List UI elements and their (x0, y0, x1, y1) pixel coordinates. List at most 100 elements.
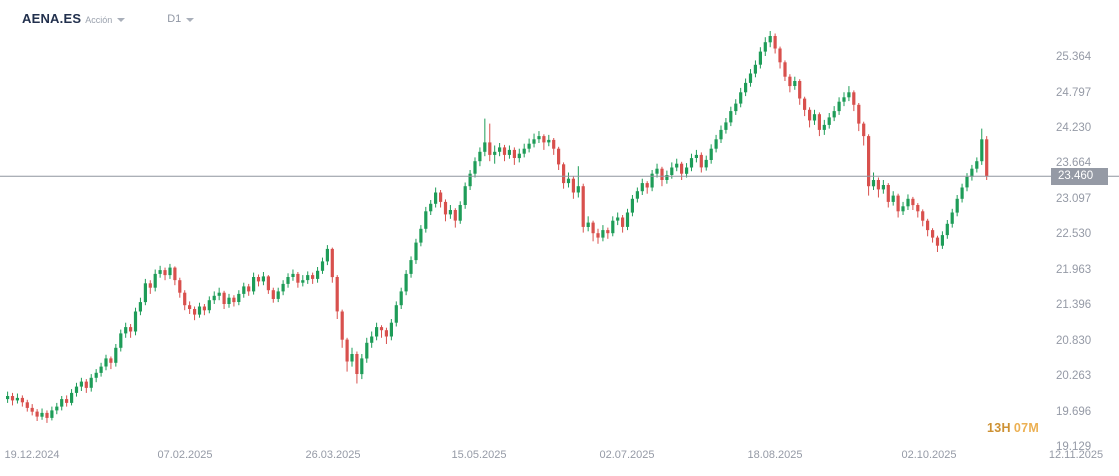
price-tick-label: 20.263 (1056, 370, 1092, 383)
candle (335, 275, 339, 319)
candle (389, 319, 393, 341)
candle-body (625, 212, 630, 227)
time-axis[interactable]: 19.12.2024 07.02.2025 26.03.2025 15.05.2025… (0, 449, 1119, 464)
candle-body (168, 267, 172, 276)
candle (124, 322, 128, 338)
candle (601, 225, 605, 242)
candle-body (788, 76, 792, 87)
candle-body (232, 297, 236, 303)
candle-body (325, 248, 329, 262)
candle (370, 331, 374, 348)
candle-body (586, 222, 590, 227)
candle (719, 125, 723, 143)
candle-body (832, 111, 836, 118)
candle-body (512, 149, 516, 158)
date-label: 18.08.2025 (747, 449, 803, 461)
candle (689, 153, 694, 172)
candle-body (79, 381, 83, 387)
candle-body (463, 186, 467, 205)
candle (311, 272, 315, 284)
candle (404, 270, 408, 296)
candle-body (242, 286, 246, 294)
candle (817, 112, 821, 137)
timeframe-selector[interactable]: D1 (167, 12, 195, 25)
candle (635, 187, 639, 203)
candle (562, 162, 566, 189)
candle (857, 103, 861, 132)
candle (439, 190, 443, 208)
candle (837, 97, 841, 115)
candle-body (15, 397, 19, 401)
candle (291, 269, 295, 281)
candle (871, 172, 876, 190)
price-axis[interactable]: 25.364 24.797 24.230 23.664 23.097 22.530 21.9… (1051, 0, 1119, 476)
candle-body (768, 36, 772, 43)
candle-body (355, 354, 359, 374)
candle-body (261, 276, 265, 282)
candle-body (547, 139, 551, 143)
candle-body (178, 280, 182, 293)
candle (45, 410, 49, 423)
candle (798, 79, 802, 105)
candle-body (173, 267, 177, 281)
candle (522, 143, 526, 158)
candle (330, 247, 334, 283)
candle-body (950, 212, 954, 224)
candle-body (689, 158, 694, 168)
candle (183, 290, 187, 311)
candle (138, 297, 142, 316)
candle-body (837, 101, 841, 112)
candle (247, 283, 251, 296)
candle (399, 287, 403, 309)
symbol-selector[interactable]: AENA.ES Acción (22, 11, 126, 26)
candle (148, 280, 152, 294)
candle (827, 113, 831, 129)
price-tick-label: 23.097 (1056, 192, 1092, 205)
price-tick-label: 20.830 (1056, 334, 1092, 347)
date-label: 02.10.2025 (901, 449, 957, 461)
candle (645, 181, 649, 194)
candle-body (291, 273, 295, 277)
candle (532, 133, 536, 148)
candle-body (478, 151, 482, 162)
candle-body (640, 183, 644, 192)
candle (237, 290, 241, 306)
candle-body (862, 123, 866, 137)
candle-body (40, 412, 44, 417)
candle-body (429, 203, 433, 212)
candle-body (945, 223, 949, 236)
candle-body (857, 104, 861, 124)
candle-body (670, 167, 674, 175)
candle (25, 399, 29, 412)
candle (30, 404, 34, 416)
candle-body (635, 191, 639, 199)
candle-body (143, 283, 147, 303)
candle-body (222, 292, 226, 304)
candle (512, 147, 516, 165)
candle-body (207, 300, 211, 311)
candle-body (709, 148, 713, 160)
candle-body (896, 195, 900, 212)
candle-body (616, 217, 620, 221)
candle (281, 280, 285, 296)
candle-body (183, 292, 187, 306)
candle (945, 220, 949, 239)
candle (379, 325, 384, 338)
candle-body (70, 392, 74, 403)
candle-body (99, 366, 103, 373)
candle (630, 195, 634, 217)
candle-body (202, 306, 206, 311)
current-price-tag: 23.460 (1051, 167, 1108, 185)
candle-body (350, 354, 354, 362)
candle (616, 212, 620, 226)
timeframe-label: D1 (167, 12, 182, 25)
candle (434, 187, 438, 208)
candle-body (591, 222, 595, 234)
price-tick-label: 19.696 (1056, 405, 1092, 418)
candle (680, 161, 684, 180)
date-label: 12.11.2025 (1048, 449, 1104, 461)
candle-body (685, 167, 689, 174)
candle (724, 118, 728, 134)
candle-body (296, 273, 300, 283)
